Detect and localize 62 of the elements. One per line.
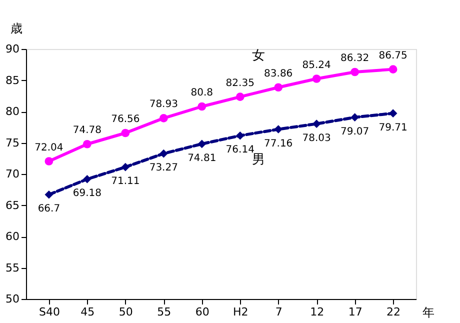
y-tick-label: 60 — [6, 230, 20, 243]
data-label: 77.16 — [264, 138, 293, 150]
x-tick-label: H2 — [232, 306, 248, 318]
data-label: 85.24 — [302, 60, 331, 71]
data-label: 79.71 — [378, 122, 408, 134]
data-label: 66.7 — [38, 204, 60, 215]
x-tick-label: 7 — [275, 306, 282, 318]
point — [236, 131, 244, 140]
point — [388, 109, 398, 118]
series-label: 男 — [252, 152, 265, 168]
x-tick-label: 17 — [348, 306, 362, 318]
point — [121, 128, 130, 138]
x-tick-label: 55 — [157, 306, 172, 318]
data-label: 69.18 — [72, 188, 102, 200]
y-axis-title: 歳 — [10, 22, 22, 36]
data-label: 79.07 — [340, 126, 370, 138]
data-label: 74.81 — [188, 152, 216, 164]
data-label: 78.93 — [149, 99, 178, 110]
point — [312, 120, 321, 128]
point — [274, 125, 283, 134]
data-label: 80.8 — [190, 88, 214, 98]
y-tick-label: 65 — [6, 198, 20, 212]
point — [274, 83, 283, 92]
point — [388, 65, 398, 74]
x-tick-label: S40 — [38, 306, 60, 318]
y-tick-label: 80 — [6, 105, 20, 118]
data-label: 86.75 — [378, 50, 408, 62]
data-label: 71.11 — [111, 176, 140, 188]
y-tick-label: 75 — [6, 136, 20, 150]
point — [44, 157, 54, 166]
data-label: 76.56 — [111, 114, 140, 125]
y-tick-label: 90 — [6, 42, 20, 56]
point — [159, 114, 168, 122]
x-tick-label: 22 — [386, 306, 401, 318]
point — [159, 149, 168, 158]
data-label: 72.04 — [34, 142, 64, 154]
point — [198, 102, 206, 111]
data-label: 82.35 — [226, 78, 254, 89]
point — [350, 68, 360, 76]
point — [121, 162, 130, 172]
x-tick-label: 12 — [310, 306, 324, 318]
point — [82, 140, 92, 148]
point — [82, 174, 92, 184]
data-label: 76.14 — [226, 144, 254, 156]
y-tick-label: 50 — [6, 292, 20, 306]
data-label: 83.86 — [264, 68, 293, 80]
point — [312, 74, 321, 83]
x-tick-label: 60 — [195, 306, 210, 318]
point — [236, 92, 244, 101]
y-tick-label: 85 — [6, 74, 20, 87]
data-label: 74.78 — [72, 125, 102, 136]
data-label: 73.27 — [149, 162, 178, 174]
data-label: 86.32 — [340, 53, 370, 64]
data-label: 78.03 — [302, 132, 331, 144]
series-label: 女 — [252, 48, 265, 64]
y-tick-label: 70 — [6, 168, 20, 180]
point — [44, 190, 54, 199]
x-tick-label: 45 — [80, 306, 95, 318]
point — [198, 140, 206, 148]
x-axis-title: 年 — [422, 306, 434, 320]
x-tick-label: 50 — [118, 306, 133, 318]
y-tick-label: 55 — [6, 261, 20, 274]
